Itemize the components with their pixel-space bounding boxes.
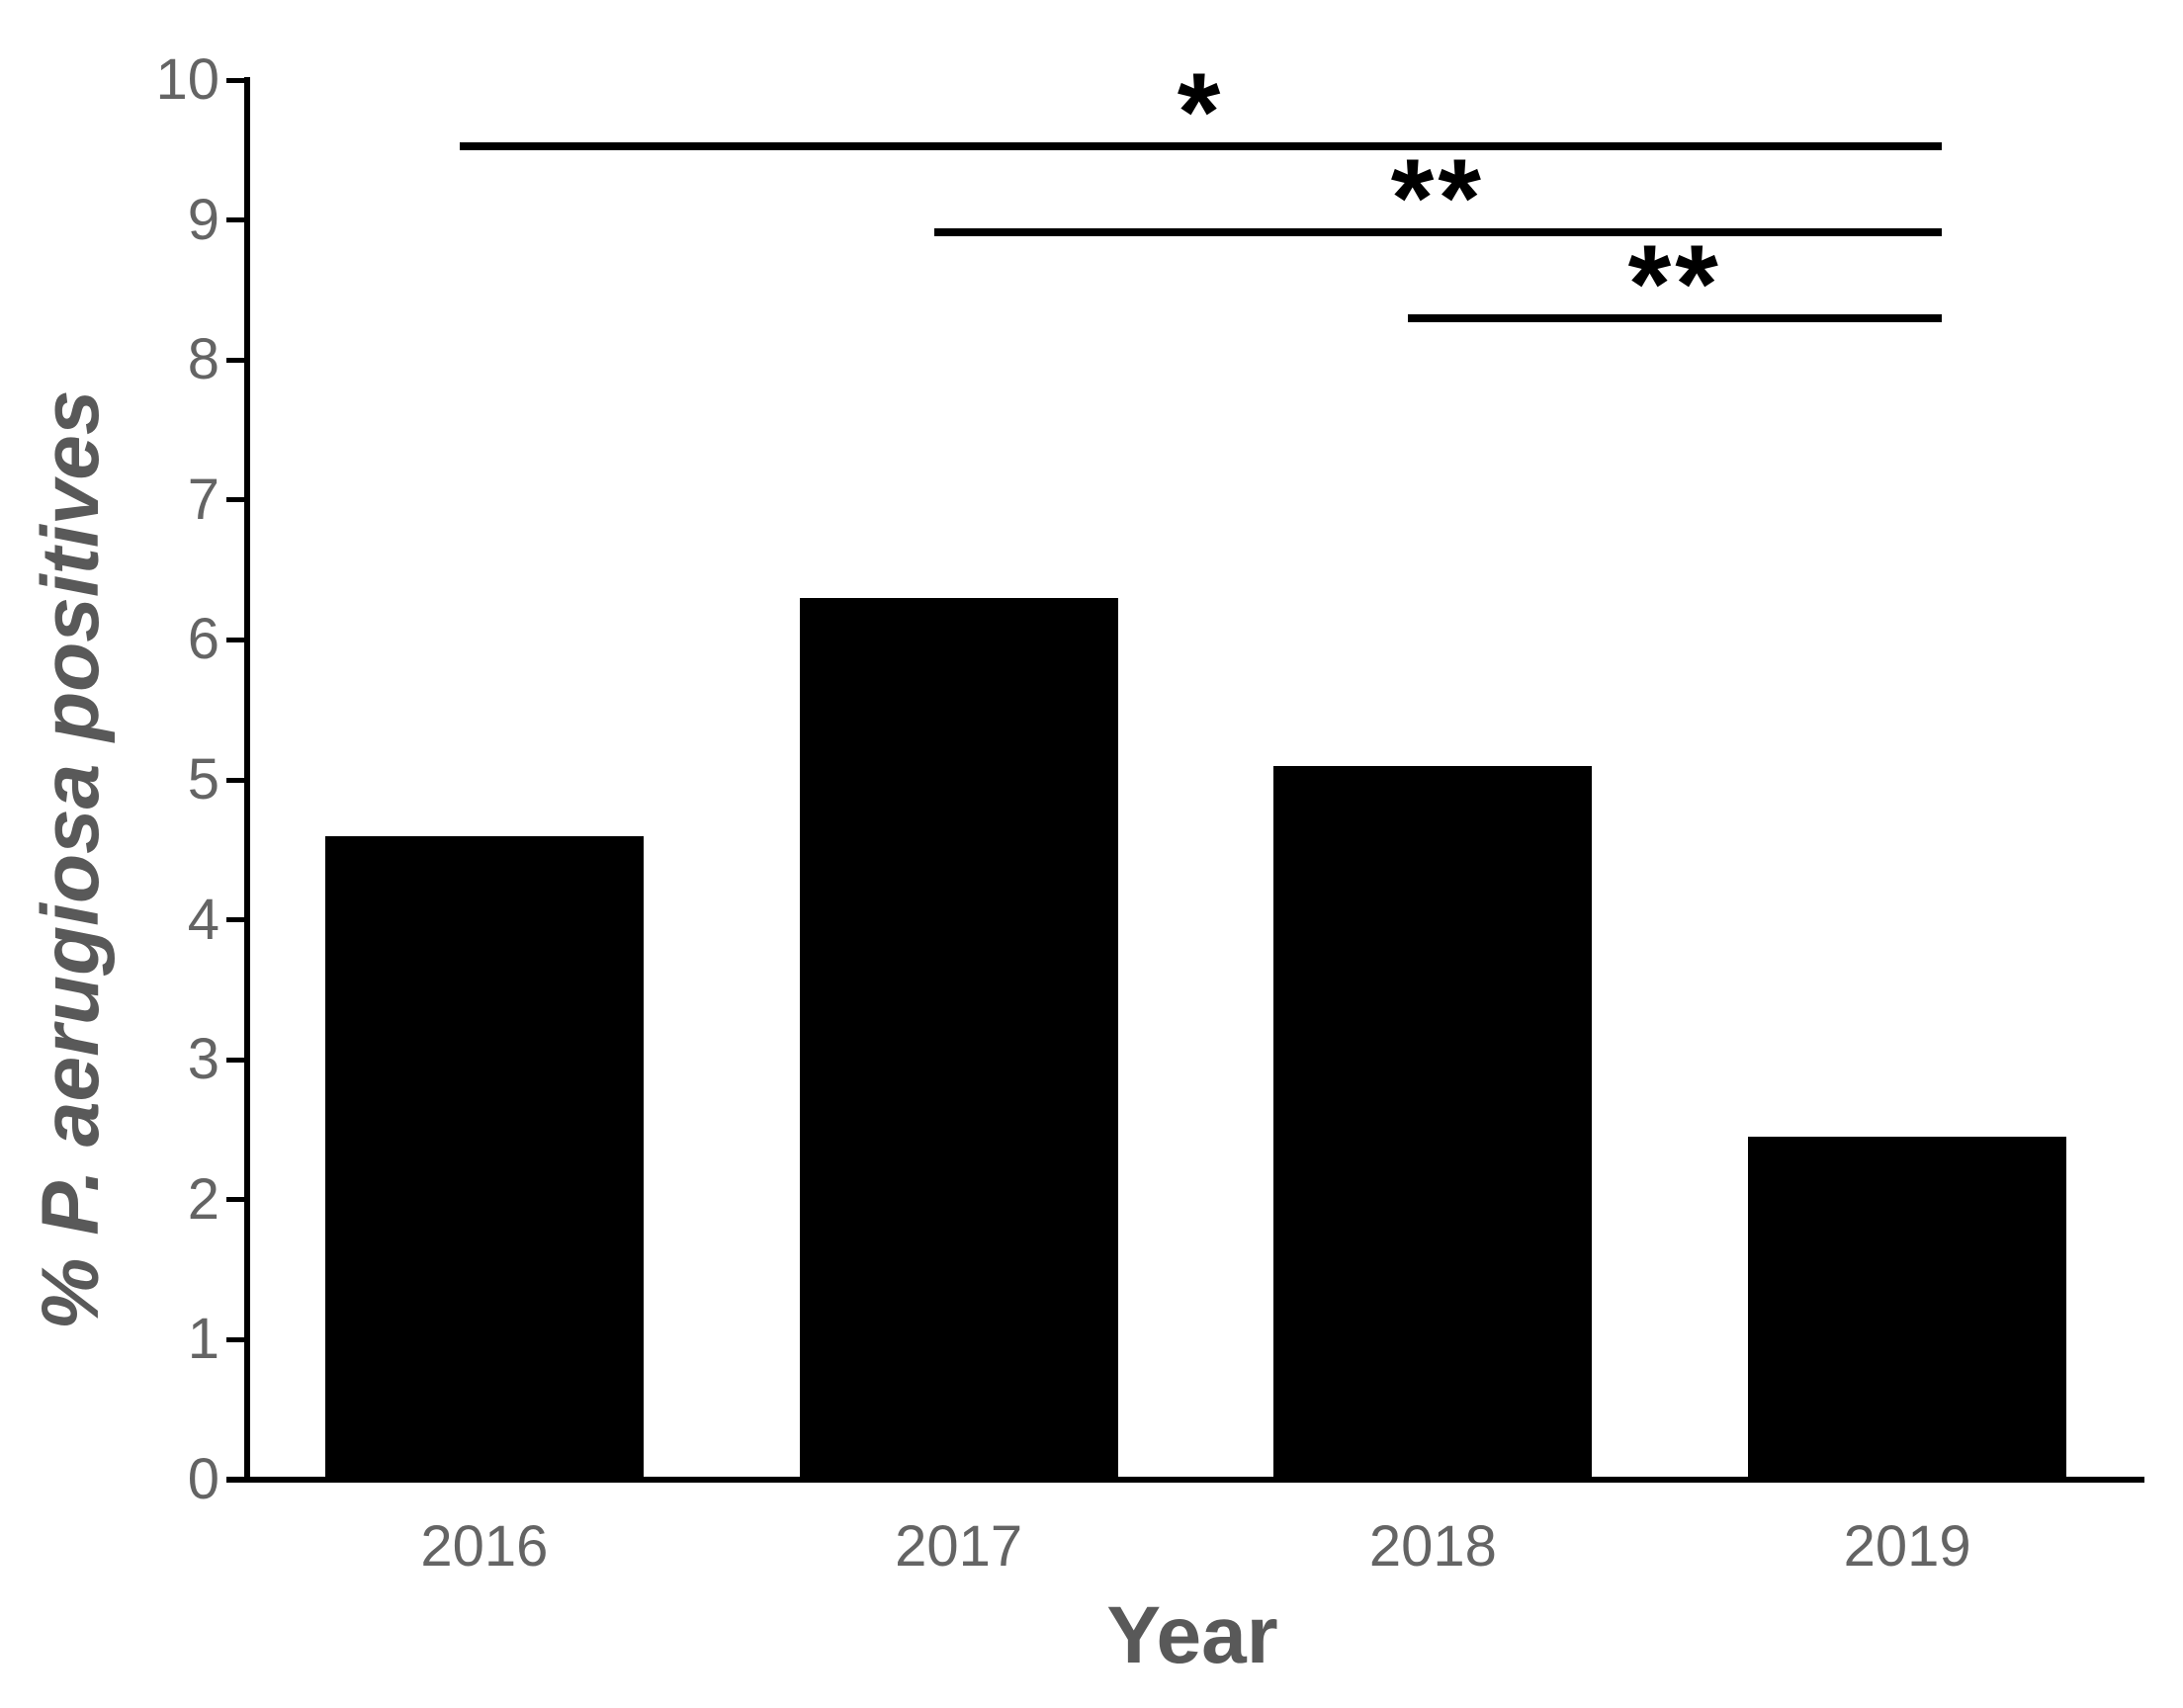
y-tick-label: 9 xyxy=(187,187,219,252)
y-tick-label: 10 xyxy=(155,47,219,112)
x-tick-label: 2018 xyxy=(1368,1514,1497,1579)
y-tick xyxy=(226,497,244,503)
bar-2018 xyxy=(1273,765,1593,1483)
y-tick xyxy=(226,1336,244,1342)
significance-label-2: ** xyxy=(1390,136,1485,261)
x-tick-label: 2017 xyxy=(895,1514,1023,1579)
y-tick xyxy=(226,1197,244,1203)
bar-2017 xyxy=(799,597,1118,1483)
x-tick-label: 2016 xyxy=(420,1514,549,1579)
y-tick-label: 0 xyxy=(187,1447,219,1511)
significance-line-3 xyxy=(1408,313,1943,322)
y-tick xyxy=(226,917,244,923)
y-tick-label: 4 xyxy=(187,887,219,952)
y-axis-line xyxy=(244,77,250,1483)
y-tick xyxy=(226,637,244,642)
significance-label-1: * xyxy=(1177,49,1225,174)
y-tick-label: 3 xyxy=(187,1027,219,1092)
y-tick xyxy=(226,1477,244,1483)
x-axis-title: Year xyxy=(1106,1590,1278,1680)
y-tick xyxy=(226,777,244,783)
y-tick xyxy=(226,217,244,223)
y-tick xyxy=(226,1057,244,1063)
bar-2016 xyxy=(324,835,644,1483)
x-axis-line xyxy=(226,1477,2144,1483)
y-tick xyxy=(226,357,244,363)
significance-line-1 xyxy=(459,141,1943,150)
y-tick-label: 8 xyxy=(187,327,219,392)
y-tick-label: 1 xyxy=(187,1307,219,1372)
y-tick-label: 2 xyxy=(187,1166,219,1232)
y-tick-label: 5 xyxy=(187,747,219,811)
bar-2019 xyxy=(1748,1137,2067,1483)
significance-line-2 xyxy=(933,228,1943,237)
y-tick-label: 7 xyxy=(187,467,219,532)
significance-label-3: ** xyxy=(1627,221,1722,346)
x-tick-label: 2019 xyxy=(1843,1514,1971,1579)
y-tick xyxy=(226,77,244,83)
y-tick-label: 6 xyxy=(187,607,219,672)
